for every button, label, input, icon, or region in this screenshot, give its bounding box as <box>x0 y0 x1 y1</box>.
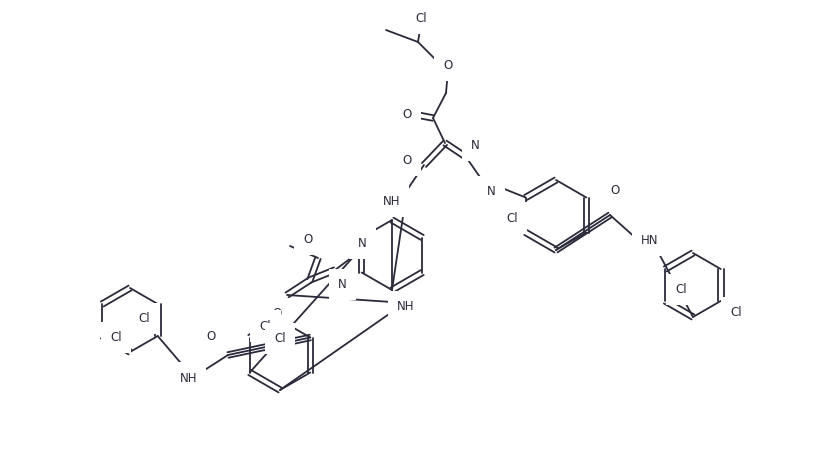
Text: Cl: Cl <box>274 332 285 345</box>
Text: NH: NH <box>179 371 196 385</box>
Text: O: O <box>303 233 313 246</box>
Text: N: N <box>487 185 495 198</box>
Text: Cl: Cl <box>675 283 686 296</box>
Text: Cl: Cl <box>730 306 742 319</box>
Text: O: O <box>273 307 282 320</box>
Text: O: O <box>609 184 619 197</box>
Text: Cl: Cl <box>138 312 150 325</box>
Text: O: O <box>206 330 216 343</box>
Text: N: N <box>358 237 366 250</box>
Text: Cl: Cl <box>110 331 122 344</box>
Text: Cl: Cl <box>259 319 271 333</box>
Text: N: N <box>338 278 346 291</box>
Text: NH: NH <box>396 300 414 314</box>
Text: O: O <box>443 59 452 71</box>
Text: NH: NH <box>382 195 400 208</box>
Text: Cl: Cl <box>415 11 426 24</box>
Text: N: N <box>471 139 479 152</box>
Text: Cl: Cl <box>506 211 517 225</box>
Text: O: O <box>402 108 411 120</box>
Text: O: O <box>402 153 411 167</box>
Text: HN: HN <box>640 234 658 247</box>
